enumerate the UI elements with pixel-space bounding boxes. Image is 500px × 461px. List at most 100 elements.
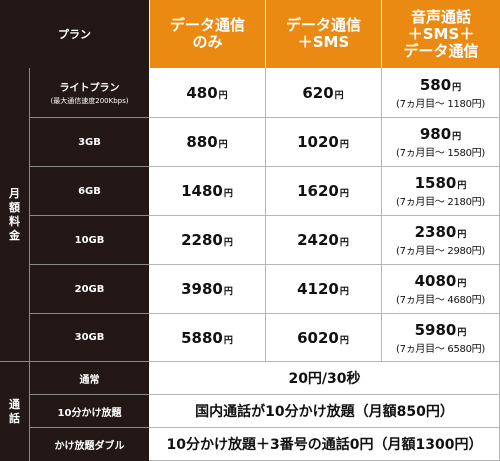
price-value: 1620 [297,182,339,200]
price-cell: 2380円 (7ヵ月目〜 2980円) [381,215,500,264]
price-value: 580 [419,76,452,94]
plan-cell: ライトプラン (最大通信速度200Kbps) [29,68,149,117]
plan-cell: 30GB [29,313,149,361]
yen-unit: 円 [457,327,467,338]
header-data-sms-line2: ＋SMS [297,33,350,51]
price-value: 880 [186,133,218,151]
calls-label: 通 話 [0,361,29,461]
plan-cell: 10GB [29,215,149,264]
yen-unit: 円 [223,287,233,297]
plan-name: 6GB [78,185,101,197]
price-value: 2420 [297,231,339,249]
header-data-only-line2: のみ [192,33,223,51]
price-value: 5980 [414,320,457,339]
price-value: 5880 [181,328,223,347]
monthly-char-4: 金 [9,228,20,242]
plan-speed-note: (最大通信速度200Kbps) [50,97,129,105]
price-cell: 1580円 (7ヵ月目〜 2180円) [381,166,500,215]
yen-unit: 円 [218,91,228,101]
header-voice: 音声通話 ＋SMS＋ データ通信 [381,0,500,68]
price-cell: 1620円 [265,166,381,215]
price-cell: 2420円 [265,215,381,264]
call-value-cell: 10分かけ放題＋3番号の通話0円（月額1300円） [149,427,500,461]
monthly-char-2: 額 [9,200,20,214]
row-divider [149,361,500,362]
plan-name: 3GB [78,136,101,148]
price-value: 4120 [297,280,339,298]
plan-cell: 20GB [29,264,149,313]
row-divider [149,264,500,265]
price-cell: 4120円 [265,264,381,313]
price-value: 480 [186,84,218,102]
plan-header-label: プラン [58,28,91,41]
yen-unit: 円 [457,230,467,240]
column-divider [265,68,266,361]
price-cell: 4080円 (7ヵ月目〜 4680円) [381,264,500,313]
yen-unit: 円 [223,238,233,248]
yen-unit: 円 [457,279,467,289]
row-divider [149,394,500,395]
column-divider [381,68,382,361]
header-voice-line2: ＋SMS＋ [407,24,475,43]
row-divider [149,117,500,118]
monthly-char-1: 月 [9,186,20,200]
price-value: 4080 [414,272,457,290]
plan-cell: 6GB [29,166,149,215]
price-cell: 3980円 [149,264,265,313]
calls-char-1: 通 [9,397,20,411]
call-value: 20円/30秒 [288,370,361,387]
call-value: 10分かけ放題＋3番号の通話0円（月額1300円） [166,437,483,453]
price-value: 1580 [414,174,457,192]
price-note: (7ヵ月目〜 6580円) [396,343,485,355]
plan-cell: 3GB [29,117,149,166]
price-value: 620 [302,84,334,102]
price-cell: 980円 (7ヵ月目〜 1580円) [381,117,500,166]
price-cell: 5880円 [149,313,265,361]
plan-name: 20GB [74,283,105,295]
plan-name: 30GB [74,332,105,343]
row-divider [149,166,500,167]
price-cell: 6020円 [265,313,381,361]
price-note: (7ヵ月目〜 2180円) [396,197,485,208]
monthly-fee-label: 月 額 料 金 [0,68,29,361]
header-voice-line3: データ通信 [403,41,479,60]
monthly-char-3: 料 [9,214,20,228]
yen-unit: 円 [218,140,228,150]
price-cell: 1480円 [149,166,265,215]
price-cell: 480円 [149,68,265,117]
header-data-only: データ通信 のみ [149,0,265,68]
yen-unit: 円 [339,287,349,297]
price-value: 2380 [414,223,457,241]
price-cell: 880円 [149,117,265,166]
yen-unit: 円 [457,181,467,191]
calls-char-2: 話 [9,411,20,425]
call-value: 国内通話が10分かけ放題（月額850円） [195,403,454,420]
row-divider [149,215,500,216]
call-value-cell: 20円/30秒 [149,361,500,394]
price-value: 1480 [181,182,223,200]
header-plan-cell: プラン [0,0,149,68]
price-cell: 1020円 [265,117,381,166]
call-option-name: かけ放題ダブル [54,441,125,452]
yen-unit: 円 [223,335,233,346]
yen-unit: 円 [334,91,344,101]
yen-unit: 円 [339,335,349,346]
header-voice-line1: 音声通話 [410,7,471,26]
row-divider [149,313,500,314]
price-value: 2280 [181,231,223,249]
price-note: (7ヵ月目〜 1180円) [396,99,485,110]
price-note: (7ヵ月目〜 4680円) [396,295,485,306]
call-option-name: 10分かけ放題 [57,407,122,419]
yen-unit: 円 [223,189,233,199]
call-option-name: 通常 [79,374,100,386]
call-option-cell: かけ放題ダブル [29,427,149,461]
yen-unit: 円 [452,132,462,142]
yen-unit: 円 [339,238,349,248]
price-cell: 620円 [265,68,381,117]
price-cell: 5980円 (7ヵ月目〜 6580円) [381,313,500,361]
yen-unit: 円 [339,140,349,150]
price-note: (7ヵ月目〜 2980円) [396,246,485,257]
plan-name: ライトプラン [59,83,120,94]
price-value: 3980 [181,280,223,298]
yen-unit: 円 [339,189,349,199]
